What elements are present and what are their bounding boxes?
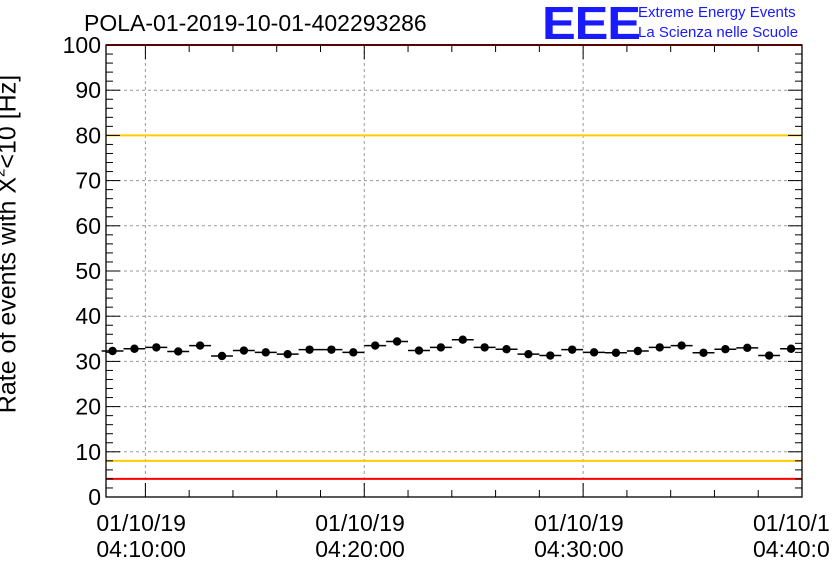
y-tick-label: 20: [75, 394, 101, 420]
data-points: [101, 335, 802, 361]
eee-logo: EEE: [542, 0, 641, 49]
data-point: [517, 349, 540, 359]
data-point-marker: [392, 337, 402, 346]
data-point-marker: [502, 344, 511, 354]
data-point-marker: [283, 349, 292, 359]
data-point-marker: [677, 341, 686, 350]
data-point: [386, 337, 409, 346]
data-point-marker: [611, 348, 621, 358]
data-point: [429, 343, 452, 352]
data-point-marker: [327, 345, 336, 354]
logo-line-2: La Scienza nelle Scuole: [638, 24, 799, 41]
y-tick-label: 50: [75, 258, 101, 284]
y-tick-label: 70: [75, 168, 101, 194]
data-point: [648, 343, 671, 352]
data-point-marker: [305, 345, 314, 354]
data-point-marker: [633, 346, 643, 356]
reference-lines: [106, 44, 802, 480]
data-point-marker: [764, 351, 774, 360]
logo-caption: Extreme Energy Events La Scienza nelle S…: [638, 3, 798, 43]
x-tick-label-time: 04:40:0: [753, 536, 830, 562]
data-point-marker: [524, 349, 533, 359]
y-axis-label-sup: 2: [0, 169, 8, 177]
data-point-marker: [786, 344, 796, 353]
y-axis-label-suffix: <10 [Hz]: [0, 74, 22, 169]
data-point: [692, 348, 715, 358]
y-tick-label: 40: [75, 303, 101, 329]
data-point-marker: [699, 348, 708, 358]
data-point-marker: [721, 344, 730, 354]
axis-ticks: [106, 44, 803, 498]
data-point: [342, 348, 365, 357]
data-point-marker: [195, 341, 205, 350]
y-tick-label: 100: [63, 32, 101, 58]
data-point: [364, 341, 387, 350]
data-point: [276, 349, 299, 359]
data-point-marker: [655, 343, 664, 352]
data-point: [451, 335, 474, 344]
data-point: [626, 346, 649, 356]
data-point-marker: [436, 343, 446, 352]
data-point-marker: [108, 346, 117, 356]
data-point: [736, 343, 759, 353]
data-point: [123, 344, 146, 353]
data-point: [495, 344, 518, 354]
data-point-marker: [349, 348, 358, 357]
data-point-marker: [480, 343, 489, 352]
y-tick-label: 10: [75, 439, 101, 465]
y-tick-label: 90: [75, 77, 101, 103]
data-point: [714, 344, 737, 354]
x-tick-label-date: 01/10/19: [96, 510, 186, 536]
data-point-marker: [217, 351, 227, 361]
data-point: [101, 346, 124, 356]
data-point: [232, 346, 255, 355]
data-point: [408, 346, 430, 355]
x-tick-label-date: 01/10/19: [315, 510, 405, 536]
data-point: [145, 343, 168, 352]
data-point: [539, 351, 562, 360]
x-tick-label-date: 01/10/19: [534, 510, 624, 536]
x-tick-label-date: 01/10/1: [753, 510, 830, 536]
data-point: [211, 351, 233, 361]
data-point: [670, 341, 693, 350]
x-tick-label-time: 04:20:00: [315, 536, 405, 562]
data-point-marker: [152, 343, 161, 352]
data-point-marker: [130, 344, 139, 353]
data-point: [758, 351, 781, 360]
chart-title: POLA-01-2019-10-01-402293286: [84, 10, 427, 36]
data-point-marker: [414, 346, 424, 355]
data-point: [254, 348, 277, 357]
data-point-marker: [567, 345, 577, 354]
grid-lines: [106, 45, 802, 497]
data-point: [320, 345, 343, 354]
x-tick-label-time: 04:10:00: [96, 536, 186, 562]
data-point-marker: [589, 348, 599, 357]
y-tick-label: 60: [75, 213, 101, 239]
data-point: [583, 348, 606, 357]
data-point: [167, 347, 190, 356]
data-point-marker: [371, 341, 380, 350]
data-point-marker: [174, 347, 183, 356]
data-point-marker: [261, 348, 270, 357]
data-point: [298, 345, 321, 354]
data-point: [189, 341, 212, 350]
data-point: [473, 343, 496, 352]
x-tick-label-time: 04:30:00: [534, 536, 624, 562]
y-tick-labels: 0 10 20 30 40 50 60 70 80 90 100: [63, 32, 101, 510]
data-point: [605, 348, 627, 358]
y-tick-label: 0: [88, 484, 101, 510]
logo-line-1: Extreme Energy Events: [638, 4, 796, 21]
data-point: [561, 345, 584, 354]
data-point-marker: [546, 351, 555, 360]
x-tick-labels: 01/10/1904:10:0001/10/1904:20:0001/10/19…: [96, 510, 829, 562]
data-point-marker: [458, 335, 467, 344]
data-point-marker: [239, 346, 249, 355]
y-tick-label: 30: [75, 348, 101, 374]
y-axis-label-prefix: Rate of events with X: [0, 177, 22, 414]
data-point-marker: [743, 343, 752, 353]
y-tick-label: 80: [75, 122, 101, 148]
data-point: [780, 344, 802, 353]
